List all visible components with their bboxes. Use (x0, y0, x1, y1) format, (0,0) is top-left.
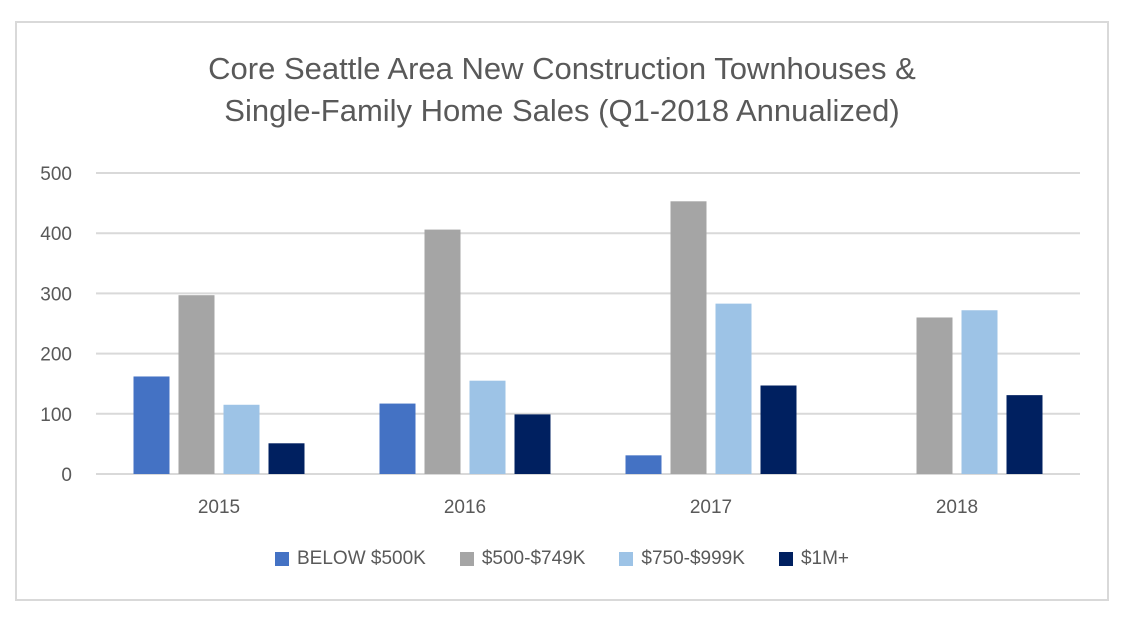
y-tick-label: 200 (40, 345, 72, 366)
legend-item: $750-$999K (619, 548, 745, 570)
y-tick-label: 0 (61, 465, 72, 486)
bar-2016-series-1 (424, 229, 461, 474)
bar-2018-series-1 (916, 317, 953, 474)
legend-label: $1M+ (800, 548, 849, 569)
bar-2016-series-0 (379, 403, 416, 474)
chart-title: Core Seattle Area New Construction Townh… (15, 48, 1109, 132)
x-tick-label: 2016 (444, 497, 486, 518)
y-tick-label: 300 (40, 284, 72, 305)
legend-swatch (619, 552, 634, 566)
x-tick-label: 2017 (690, 497, 732, 518)
legend-label: BELOW $500K (297, 548, 426, 569)
bar-2016-series-3 (514, 414, 551, 474)
bar-2015-series-1 (178, 295, 215, 474)
bar-2018-series-3 (1006, 395, 1043, 474)
bar-2015-series-0 (133, 376, 170, 474)
y-tick-label: 100 (40, 405, 72, 426)
y-tick-label: 500 (40, 164, 72, 185)
gridlines (96, 172, 1080, 475)
bar-2015-series-3 (268, 443, 305, 474)
legend-item: $500-$749K (459, 548, 586, 570)
legend-item: $1M+ (778, 548, 849, 570)
bar-2018-series-2 (961, 310, 998, 474)
bar-2017-series-0 (625, 455, 662, 474)
legend-item: BELOW $500K (275, 548, 426, 570)
y-tick-label: 400 (40, 224, 72, 245)
legend: BELOW $500K $500-$749K $750-$999K $1M+ (15, 548, 1109, 570)
legend-label: $500-$749K (481, 548, 586, 569)
chart-title-line-2: Single-Family Home Sales (Q1-2018 Annual… (224, 93, 900, 128)
legend-label: $750-$999K (641, 548, 745, 569)
legend-swatch (459, 552, 474, 566)
chart-title-line-1: Core Seattle Area New Construction Townh… (208, 51, 916, 86)
bar-2017-series-3 (760, 385, 797, 474)
bar-2015-series-2 (223, 404, 260, 474)
y-axis-tick-labels: 0 100 200 300 400 500 (40, 164, 72, 486)
x-axis-tick-labels: 2015 2016 2017 2018 (198, 497, 978, 518)
bar-2017-series-1 (670, 201, 707, 474)
bar-2016-series-2 (469, 380, 506, 474)
bar-2017-series-2 (715, 303, 752, 474)
x-tick-label: 2015 (198, 497, 240, 518)
legend-swatch (778, 552, 793, 566)
bars (133, 201, 1043, 474)
legend-swatch (275, 552, 289, 566)
x-tick-label: 2018 (936, 497, 978, 518)
